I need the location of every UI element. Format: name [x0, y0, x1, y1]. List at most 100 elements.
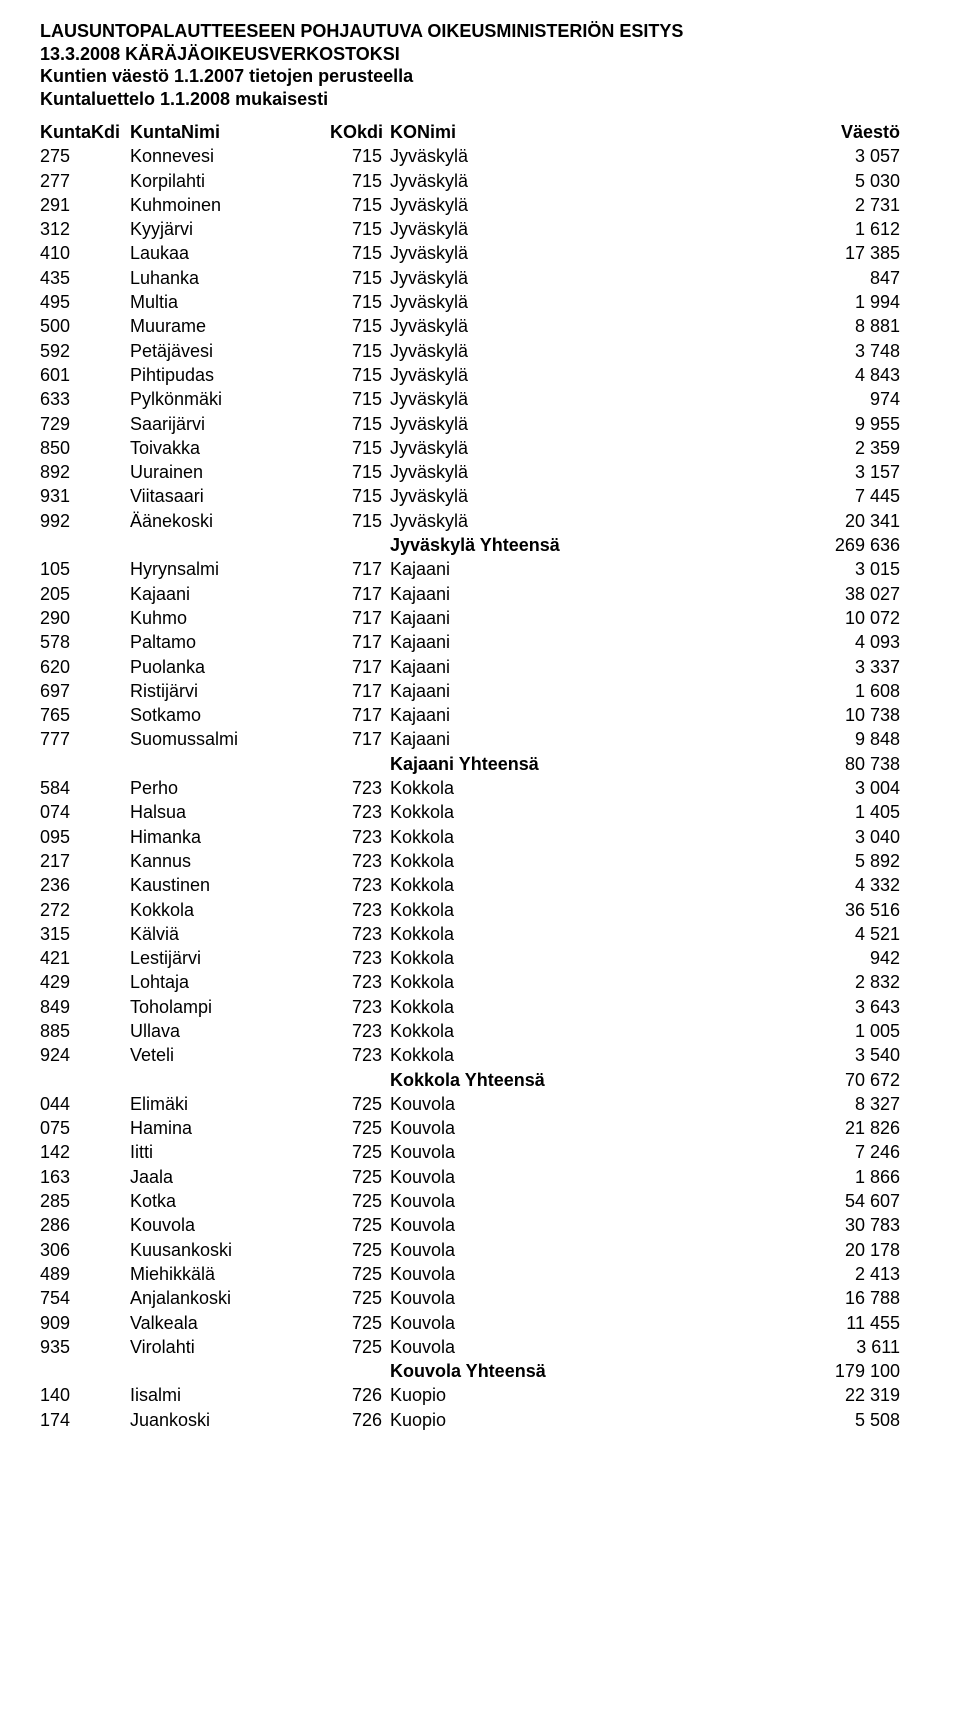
- cell-kuntanimi: Suomussalmi: [130, 727, 330, 751]
- subtotal-value: 80 738: [770, 752, 900, 776]
- cell-konimi: Jyväskylä: [390, 144, 770, 168]
- cell-konimi: Jyväskylä: [390, 460, 770, 484]
- cell-kuntanimi: Halsua: [130, 800, 330, 824]
- table-row: 429Lohtaja723Kokkola2 832: [40, 970, 920, 994]
- cell-konimi: Kokkola: [390, 922, 770, 946]
- subtotal-empty: [330, 752, 390, 776]
- subtotal-row: Jyväskylä Yhteensä269 636: [40, 533, 920, 557]
- cell-konimi: Kuopio: [390, 1408, 770, 1432]
- cell-kokdi: 725: [330, 1213, 390, 1237]
- cell-vaesto: 3 040: [770, 825, 900, 849]
- cell-kokdi: 715: [330, 460, 390, 484]
- cell-konimi: Kajaani: [390, 655, 770, 679]
- cell-kuntanimi: Pihtipudas: [130, 363, 330, 387]
- cell-konimi: Jyväskylä: [390, 509, 770, 533]
- header-kuntanimi: KuntaNimi: [130, 120, 330, 144]
- cell-kokdi: 723: [330, 922, 390, 946]
- subtotal-empty: [130, 533, 330, 557]
- cell-kuntanimi: Kotka: [130, 1189, 330, 1213]
- cell-kokdi: 723: [330, 800, 390, 824]
- cell-kuntakdi: 765: [40, 703, 130, 727]
- cell-vaesto: 20 341: [770, 509, 900, 533]
- cell-kuntanimi: Laukaa: [130, 241, 330, 265]
- subtotal-empty: [330, 1359, 390, 1383]
- cell-konimi: Kouvola: [390, 1286, 770, 1310]
- cell-kokdi: 715: [330, 436, 390, 460]
- cell-vaesto: 2 413: [770, 1262, 900, 1286]
- cell-kuntakdi: 754: [40, 1286, 130, 1310]
- title-line-3: Kuntien väestö 1.1.2007 tietojen peruste…: [40, 65, 920, 88]
- cell-kuntanimi: Saarijärvi: [130, 412, 330, 436]
- cell-konimi: Jyväskylä: [390, 484, 770, 508]
- cell-kokdi: 723: [330, 995, 390, 1019]
- cell-konimi: Kouvola: [390, 1262, 770, 1286]
- cell-kuntakdi: 291: [40, 193, 130, 217]
- cell-kuntakdi: 163: [40, 1165, 130, 1189]
- cell-konimi: Kouvola: [390, 1140, 770, 1164]
- cell-kuntanimi: Hyrynsalmi: [130, 557, 330, 581]
- cell-kuntakdi: 500: [40, 314, 130, 338]
- cell-kuntanimi: Korpilahti: [130, 169, 330, 193]
- cell-kokdi: 715: [330, 509, 390, 533]
- cell-vaesto: 3 643: [770, 995, 900, 1019]
- cell-kokdi: 725: [330, 1286, 390, 1310]
- cell-kuntakdi: 044: [40, 1092, 130, 1116]
- cell-kokdi: 715: [330, 290, 390, 314]
- cell-vaesto: 3 611: [770, 1335, 900, 1359]
- cell-konimi: Kokkola: [390, 776, 770, 800]
- cell-kokdi: 715: [330, 484, 390, 508]
- subtotal-label: Jyväskylä Yhteensä: [390, 533, 770, 557]
- cell-vaesto: 36 516: [770, 898, 900, 922]
- cell-kokdi: 725: [330, 1140, 390, 1164]
- cell-konimi: Jyväskylä: [390, 363, 770, 387]
- cell-vaesto: 10 072: [770, 606, 900, 630]
- cell-konimi: Kouvola: [390, 1238, 770, 1262]
- subtotal-value: 70 672: [770, 1068, 900, 1092]
- table-row: 272Kokkola723Kokkola36 516: [40, 898, 920, 922]
- cell-konimi: Kuopio: [390, 1383, 770, 1407]
- cell-kuntakdi: 421: [40, 946, 130, 970]
- cell-kokdi: 723: [330, 849, 390, 873]
- cell-kokdi: 715: [330, 217, 390, 241]
- cell-kuntakdi: 312: [40, 217, 130, 241]
- cell-kuntanimi: Virolahti: [130, 1335, 330, 1359]
- cell-konimi: Kajaani: [390, 630, 770, 654]
- table-row: 315Kälviä723Kokkola4 521: [40, 922, 920, 946]
- cell-vaesto: 3 337: [770, 655, 900, 679]
- cell-vaesto: 974: [770, 387, 900, 411]
- cell-kuntanimi: Toholampi: [130, 995, 330, 1019]
- cell-kuntanimi: Multia: [130, 290, 330, 314]
- cell-kokdi: 725: [330, 1335, 390, 1359]
- cell-konimi: Jyväskylä: [390, 217, 770, 241]
- subtotal-empty: [40, 533, 130, 557]
- cell-kuntanimi: Lohtaja: [130, 970, 330, 994]
- table-row: 909Valkeala725Kouvola11 455: [40, 1311, 920, 1335]
- cell-kuntakdi: 592: [40, 339, 130, 363]
- subtotal-row: Kokkola Yhteensä70 672: [40, 1068, 920, 1092]
- cell-konimi: Kokkola: [390, 825, 770, 849]
- table-row: 489Miehikkälä725Kouvola2 413: [40, 1262, 920, 1286]
- cell-kokdi: 717: [330, 557, 390, 581]
- cell-kuntakdi: 620: [40, 655, 130, 679]
- cell-vaesto: 7 445: [770, 484, 900, 508]
- cell-kuntanimi: Kälviä: [130, 922, 330, 946]
- table-row: 410Laukaa715Jyväskylä17 385: [40, 241, 920, 265]
- cell-kuntakdi: 601: [40, 363, 130, 387]
- subtotal-label: Kokkola Yhteensä: [390, 1068, 770, 1092]
- table-row: 095Himanka723Kokkola3 040: [40, 825, 920, 849]
- cell-kuntakdi: 633: [40, 387, 130, 411]
- cell-konimi: Kajaani: [390, 703, 770, 727]
- cell-kuntanimi: Anjalankoski: [130, 1286, 330, 1310]
- table-row: 275Konnevesi715Jyväskylä3 057: [40, 144, 920, 168]
- cell-kuntanimi: Kuusankoski: [130, 1238, 330, 1262]
- cell-vaesto: 20 178: [770, 1238, 900, 1262]
- cell-konimi: Kokkola: [390, 898, 770, 922]
- cell-kokdi: 717: [330, 727, 390, 751]
- table-row: 992Äänekoski715Jyväskylä20 341: [40, 509, 920, 533]
- cell-kokdi: 723: [330, 946, 390, 970]
- table-row: 729Saarijärvi715Jyväskylä9 955: [40, 412, 920, 436]
- cell-vaesto: 54 607: [770, 1189, 900, 1213]
- cell-kuntanimi: Himanka: [130, 825, 330, 849]
- cell-kuntanimi: Perho: [130, 776, 330, 800]
- cell-vaesto: 3 057: [770, 144, 900, 168]
